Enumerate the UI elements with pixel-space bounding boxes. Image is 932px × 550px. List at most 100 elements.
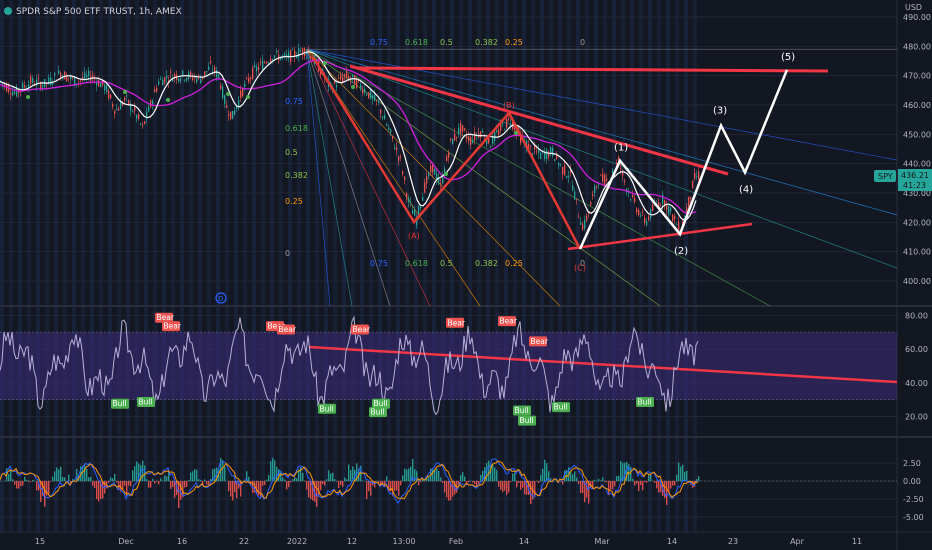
time-stripe xyxy=(684,0,688,532)
time-tick-label: 23 xyxy=(728,537,738,546)
macd-histogram-bar xyxy=(480,475,482,482)
time-stripe xyxy=(351,0,355,532)
abc-correction-path[interactable] xyxy=(311,56,582,250)
candle-body xyxy=(166,75,168,79)
macd-histogram-bar xyxy=(432,468,434,482)
candle-body xyxy=(74,76,76,86)
candle-body xyxy=(40,82,42,90)
rsi-divergence-trendline[interactable] xyxy=(308,345,898,384)
macd-histogram-bar xyxy=(406,469,408,482)
event-marker-icon[interactable] xyxy=(215,292,227,304)
macd-histogram-bar xyxy=(408,468,410,482)
candle-body xyxy=(204,71,206,77)
macd-histogram-bar xyxy=(560,481,562,482)
chart-title[interactable]: SPDR S&P 500 ETF TRUST, 1h, AMEX xyxy=(16,7,182,17)
candle-body xyxy=(290,50,292,62)
fib-fan-ray[interactable] xyxy=(306,49,391,307)
macd-histogram-bar xyxy=(648,473,650,482)
candle-body xyxy=(268,62,270,64)
macd-histogram-bar xyxy=(452,481,454,497)
candle-body xyxy=(422,197,424,201)
fib-fan-ray[interactable] xyxy=(306,48,898,216)
rsi-signal-tag xyxy=(351,324,369,335)
fib-top-label: 0.25 xyxy=(505,38,523,47)
candle-body xyxy=(304,48,306,57)
upper-channel-trendline[interactable] xyxy=(349,64,729,176)
candle-body xyxy=(448,152,450,158)
candle-body xyxy=(530,145,532,147)
macd-histogram-bar xyxy=(438,470,440,482)
macd-histogram-bar xyxy=(76,468,78,482)
macd-histogram-bar xyxy=(392,481,394,497)
candle-body xyxy=(222,86,224,99)
time-stripe xyxy=(657,0,661,532)
candle-body xyxy=(236,106,238,110)
macd-tick-label: -5.00 xyxy=(903,513,924,522)
candle-body xyxy=(186,77,188,81)
macd-histogram-bar xyxy=(498,481,500,487)
macd-histogram-bar xyxy=(510,481,512,482)
elliott-forecast-path[interactable] xyxy=(578,69,789,250)
rsi-signal-tag-label: Bull xyxy=(371,408,385,417)
candle-body xyxy=(544,152,546,159)
macd-histogram-bar xyxy=(396,481,398,491)
macd-histogram-bar xyxy=(388,481,390,491)
macd-histogram-bar xyxy=(576,477,578,482)
macd-histogram-bar xyxy=(548,471,550,482)
candle-body xyxy=(170,71,172,73)
fib-top-label: 0.382 xyxy=(475,38,498,47)
candle-body xyxy=(338,77,340,79)
candle-body xyxy=(534,145,536,150)
candle-body xyxy=(674,216,676,220)
candle-body xyxy=(144,121,146,124)
symbol-status-icon xyxy=(4,7,12,15)
rsi-signal-tag-label: Bull xyxy=(520,416,534,425)
price-axis[interactable]: 490.00 480.00 470.00 460.00 450.00 440.00 430.… xyxy=(903,13,931,522)
candle-body xyxy=(444,168,446,174)
macd-histogram-bar xyxy=(294,477,296,482)
fib-fan-ray[interactable] xyxy=(306,48,898,269)
candle-body xyxy=(234,110,236,115)
macd-histogram-bar xyxy=(258,481,260,496)
macd-histogram-bar xyxy=(126,481,128,496)
rsi-line xyxy=(0,315,699,416)
macd-histogram-bar xyxy=(370,481,372,496)
candle-body xyxy=(504,129,506,131)
candle-body xyxy=(342,77,344,82)
macd-histogram-bar xyxy=(418,481,420,486)
macd-histogram-bar xyxy=(326,479,328,482)
fib-fan-ray[interactable] xyxy=(306,49,431,307)
fib-bottom-label: 0.5 xyxy=(440,259,453,268)
macd-histogram-bar xyxy=(472,481,474,483)
macd-histogram-bar xyxy=(626,461,628,482)
time-stripe xyxy=(558,0,562,532)
macd-histogram-bar xyxy=(614,481,616,487)
candle-body xyxy=(458,127,460,135)
macd-histogram-bar xyxy=(128,481,130,486)
candle-body xyxy=(244,83,246,87)
macd-histogram-bar xyxy=(186,481,188,487)
macd-histogram-bar xyxy=(446,481,448,498)
price-tick-label: 400.00 xyxy=(903,277,931,286)
candle-body xyxy=(620,167,622,169)
time-axis[interactable]: 15 Dec 16 22 2022 12 13:00 Feb 14 Mar 14 23 Apr 11 xyxy=(35,537,862,546)
fib-fan-ray[interactable] xyxy=(306,48,661,307)
candle-body xyxy=(344,74,346,77)
candle-body xyxy=(410,201,412,203)
candle-body xyxy=(406,193,408,198)
time-stripe xyxy=(450,0,454,532)
trend-drawings[interactable] xyxy=(308,56,898,384)
candle-body xyxy=(602,173,604,182)
macd-histogram-bar xyxy=(46,481,48,496)
macd-histogram-bar xyxy=(54,471,56,482)
resistance-trendline[interactable] xyxy=(357,66,829,73)
support-trendline[interactable] xyxy=(567,222,753,251)
fib-fan-ray[interactable] xyxy=(306,49,561,307)
macd-tick-label: 2.50 xyxy=(903,459,921,468)
fib-fan-ray[interactable] xyxy=(306,49,353,307)
fib-fan-ray[interactable] xyxy=(306,49,331,307)
macd-histogram-bar xyxy=(636,481,638,484)
candle-body xyxy=(116,109,118,111)
time-stripe xyxy=(378,0,382,532)
